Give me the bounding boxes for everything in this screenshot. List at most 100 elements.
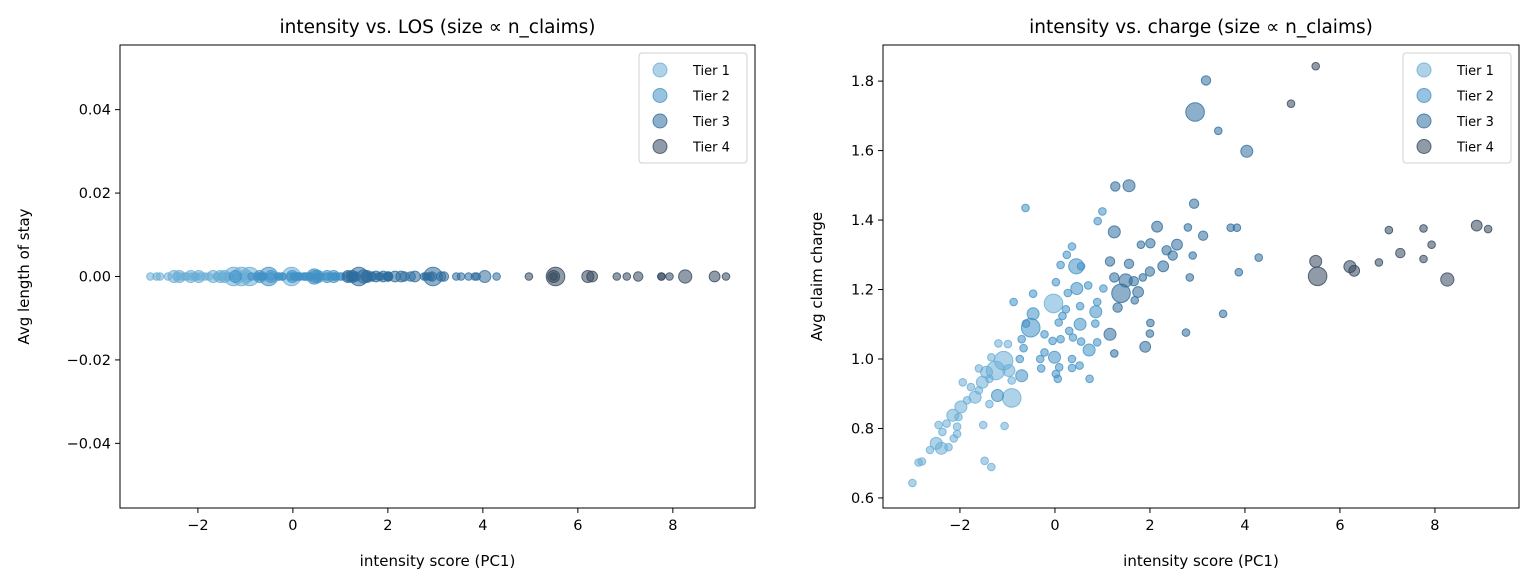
data-point: [1043, 293, 1064, 314]
data-point: [994, 339, 1003, 348]
data-point: [934, 420, 943, 430]
legend: Tier 1 Tier 2 Tier 3 Tier 4: [638, 52, 748, 164]
points: [146, 266, 731, 287]
x-tick-label: 2: [383, 518, 392, 534]
data-point: [952, 422, 962, 432]
data-point: [1092, 338, 1102, 347]
y-tick-label: 1.6: [851, 144, 874, 160]
data-point: [1082, 343, 1096, 357]
data-point: [1019, 343, 1028, 353]
data-point: [954, 400, 968, 414]
data-point: [1144, 266, 1156, 277]
data-point: [1146, 318, 1155, 328]
data-point: [1076, 262, 1086, 271]
data-point: [1214, 126, 1223, 136]
data-point: [938, 427, 947, 437]
data-point: [908, 478, 917, 488]
data-point: [958, 378, 968, 387]
data-point: [1171, 238, 1183, 251]
data-point: [1395, 247, 1406, 259]
data-point: [944, 442, 953, 452]
data-point: [1427, 240, 1436, 249]
x-tick-label: 8: [668, 518, 677, 534]
data-point: [1026, 307, 1040, 321]
data-point: [1048, 336, 1057, 346]
legend-label: Tier 1: [692, 64, 730, 79]
data-point: [1218, 309, 1228, 319]
data-point: [291, 272, 301, 281]
data-point: [1075, 301, 1085, 311]
data-point: [1311, 61, 1320, 71]
data-point: [612, 272, 622, 281]
y-tick-label: 0.8: [851, 421, 874, 437]
y-tick-label: 0.04: [79, 103, 111, 119]
data-point: [925, 445, 935, 455]
data-point: [1089, 305, 1103, 319]
data-point: [228, 270, 242, 283]
data-point: [978, 420, 988, 430]
data-point: [1109, 272, 1120, 283]
data-point: [966, 382, 976, 392]
x-tick-label: 2: [1145, 518, 1154, 534]
data-point: [1103, 327, 1117, 341]
legend-frame: [638, 52, 748, 164]
data-point: [1003, 339, 1013, 349]
data-point: [1145, 329, 1155, 338]
data-point: [472, 272, 482, 281]
data-point: [954, 412, 963, 422]
y-tick-label: 0.02: [79, 186, 111, 202]
data-point: [1130, 296, 1139, 305]
data-point: [622, 272, 632, 281]
data-point: [633, 271, 644, 282]
data-point: [1036, 364, 1046, 373]
legend-label: Tier 1: [1456, 64, 1494, 79]
x-tick-label: 4: [1240, 518, 1249, 534]
data-point: [1309, 254, 1323, 268]
data-point: [721, 272, 731, 281]
data-point: [1157, 260, 1170, 273]
data-point: [1048, 350, 1061, 364]
data-point: [1068, 333, 1078, 342]
data-point: [253, 270, 267, 283]
y-axis-label: Avg claim charge: [808, 212, 826, 341]
data-point: [1136, 240, 1146, 249]
x-tick-label: 6: [1335, 518, 1344, 534]
data-point: [665, 272, 674, 281]
data-point: [1185, 273, 1195, 282]
data-point: [1040, 330, 1049, 339]
x-axis-label: intensity score (PC1): [1123, 552, 1279, 570]
y-tick-label: 1.4: [851, 213, 874, 229]
data-point: [1035, 354, 1045, 364]
legend-frame: [1402, 52, 1512, 164]
data-point: [1040, 348, 1049, 357]
data-point: [1054, 318, 1063, 327]
data-point: [1063, 288, 1073, 298]
x-tick-label: 4: [478, 518, 487, 534]
legend: Tier 1 Tier 2 Tier 3 Tier 4: [1402, 52, 1512, 164]
data-point: [1139, 340, 1152, 353]
data-point: [985, 399, 994, 409]
data-point: [274, 272, 284, 281]
data-point: [1067, 354, 1077, 364]
data-point: [1123, 258, 1135, 269]
data-point: [350, 271, 361, 282]
data-point: [409, 270, 421, 283]
data-point: [678, 269, 693, 284]
x-tick-label: −2: [187, 518, 208, 534]
data-point: [1348, 264, 1361, 277]
legend-marker-icon: [652, 113, 668, 129]
legend-label: Tier 2: [692, 90, 730, 105]
x-axis-label: intensity score (PC1): [360, 552, 516, 570]
x-tick-label: 0: [1050, 518, 1059, 534]
data-point: [1138, 273, 1148, 282]
data-point: [1188, 251, 1197, 260]
data-point: [1062, 250, 1072, 260]
data-point: [1107, 225, 1121, 239]
data-point: [1015, 369, 1029, 383]
legend-label: Tier 4: [1456, 141, 1494, 156]
data-point: [1061, 305, 1071, 314]
data-point: [1122, 179, 1136, 193]
data-point: [383, 271, 394, 282]
chart-title: intensity vs. charge (size ∝ n_claims): [1029, 17, 1373, 38]
y-tick-label: −0.04: [67, 436, 111, 452]
